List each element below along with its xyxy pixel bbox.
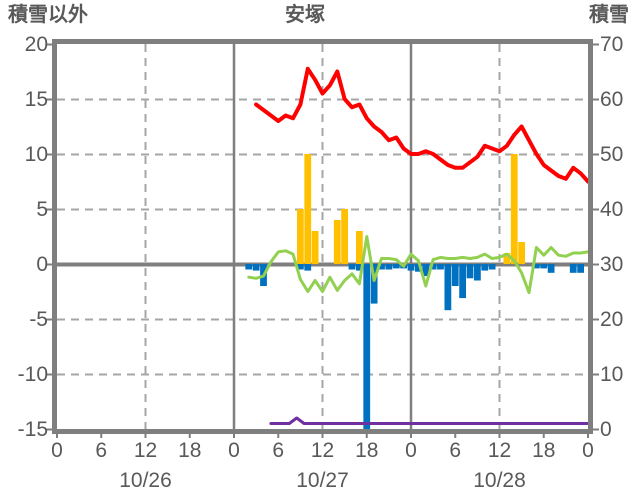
blue-bars-bar xyxy=(532,264,540,269)
right-axis-title: 積雪 xyxy=(589,4,629,26)
hour-tick-label: 0 xyxy=(582,439,594,462)
right-tick-label: 20 xyxy=(600,308,623,331)
hour-tick-label: 6 xyxy=(449,439,461,462)
blue-bars-bar xyxy=(540,264,548,269)
hour-tick-label: 18 xyxy=(178,439,201,462)
blue-bars-bar xyxy=(444,264,452,311)
yellow-bars-bar xyxy=(355,231,363,264)
blue-bars-bar xyxy=(437,264,444,270)
blue-bars-bar xyxy=(407,264,415,271)
yellow-bars-bar xyxy=(304,154,312,264)
blue-bars-bar xyxy=(481,264,489,271)
hour-tick-label: 18 xyxy=(532,439,555,462)
right-tick-label: 50 xyxy=(600,143,623,166)
left-tick-label: 20 xyxy=(25,33,48,56)
right-tick-label: 0 xyxy=(600,418,612,441)
blue-bars-bar xyxy=(429,264,437,270)
plot-frame xyxy=(52,39,593,434)
date-label: 10/26 xyxy=(119,469,172,492)
blue-bars-bar xyxy=(348,264,356,270)
blue-bars-bar xyxy=(569,264,577,273)
blue-bars-bar xyxy=(296,264,304,270)
blue-bars-bar xyxy=(488,264,496,270)
left-tick-label: 10 xyxy=(25,143,48,166)
blue-bars-bar xyxy=(392,264,400,269)
blue-bars-bar xyxy=(414,264,422,272)
right-tick-label: 40 xyxy=(600,198,623,221)
blue-bars-bar xyxy=(252,264,260,271)
hour-tick-label: 0 xyxy=(405,439,417,462)
blue-bars-bar xyxy=(577,264,585,273)
blue-bars-bar xyxy=(451,264,459,286)
blue-bars-bar xyxy=(245,264,253,270)
purple-line xyxy=(269,416,590,425)
red-line xyxy=(254,66,590,184)
blue-bars-bar xyxy=(459,264,467,299)
yellow-bars-bar xyxy=(503,253,511,264)
yellow-bars-bar xyxy=(518,242,526,264)
blue-bars-bar xyxy=(422,264,430,277)
left-tick-label: -10 xyxy=(18,363,48,386)
blue-bars-bar xyxy=(466,264,474,279)
left-tick-label: 5 xyxy=(36,198,48,221)
blue-bars-bar xyxy=(378,264,385,270)
blue-bars-bar xyxy=(385,264,393,270)
date-label: 10/28 xyxy=(473,469,526,492)
blue-bars-bar xyxy=(473,264,481,281)
blue-bars-bar xyxy=(304,264,312,271)
blue-bars-bar xyxy=(363,264,371,429)
blue-bars-bar xyxy=(547,264,555,273)
right-tick-label: 60 xyxy=(600,88,623,111)
left-tick-label: -15 xyxy=(18,418,48,441)
hour-tick-label: 6 xyxy=(95,439,107,462)
hour-tick-label: 12 xyxy=(488,439,511,462)
station-title: 安塚 xyxy=(285,4,325,26)
left-axis-title: 積雪以外 xyxy=(8,4,88,26)
hour-tick-label: 12 xyxy=(311,439,334,462)
right-tick-label: 30 xyxy=(600,253,623,276)
left-tick-label: -5 xyxy=(29,308,48,331)
left-tick-label: 0 xyxy=(36,253,48,276)
blue-bars-bar xyxy=(370,264,378,304)
hour-tick-label: 0 xyxy=(228,439,240,462)
blue-bars-bar xyxy=(355,264,363,271)
date-label: 10/27 xyxy=(296,469,349,492)
left-tick-label: 15 xyxy=(25,88,48,111)
hour-tick-label: 6 xyxy=(272,439,284,462)
yellow-bars-bar xyxy=(510,154,518,264)
yellow-bars-bar xyxy=(341,209,349,264)
hour-tick-label: 0 xyxy=(51,439,63,462)
green-line xyxy=(247,235,590,295)
right-tick-label: 10 xyxy=(600,363,623,386)
hour-tick-label: 12 xyxy=(134,439,157,462)
hour-tick-label: 18 xyxy=(355,439,378,462)
yellow-bars-bar xyxy=(311,231,319,264)
yellow-bars-bar xyxy=(296,209,304,264)
yellow-bars-bar xyxy=(333,220,341,264)
right-tick-label: 70 xyxy=(600,33,623,56)
